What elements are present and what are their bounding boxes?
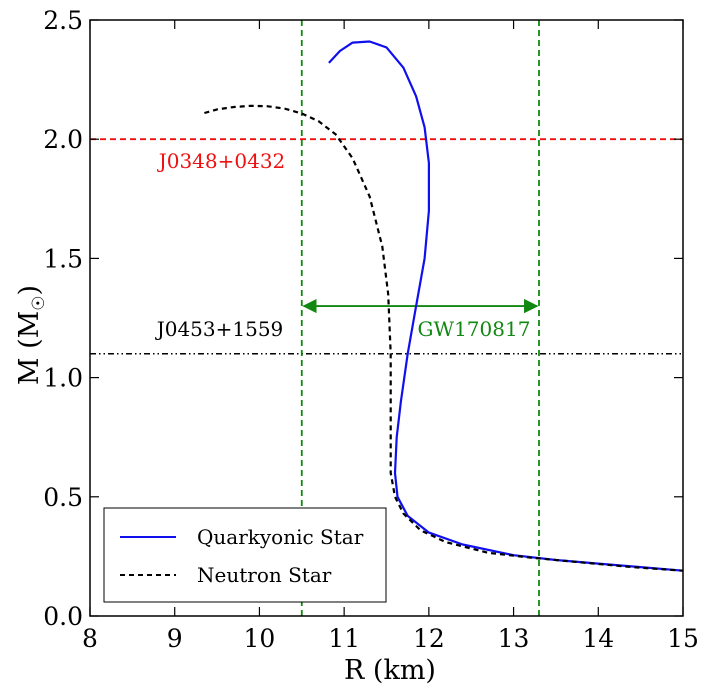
- legend: Quarkyonic Star Neutron Star: [103, 507, 387, 603]
- annotation-gw170817: GW170817: [418, 317, 531, 341]
- legend-label-neutron: Neutron Star: [197, 563, 332, 587]
- y-tick-label: 2.0: [43, 125, 83, 154]
- y-axis-title: M (M☉): [14, 285, 49, 385]
- annotation-j0348: J0348+0432: [157, 149, 286, 173]
- tick-marks: [89, 19, 684, 617]
- x-tick-label: 11: [328, 624, 360, 653]
- series-layer: [204, 40, 684, 572]
- y-axis-title-sub: ☉: [29, 295, 49, 310]
- y-axis-title-main: M (M: [14, 311, 45, 385]
- reference-lines: [90, 20, 683, 616]
- y-tick-label: 0.5: [43, 483, 83, 512]
- x-axis-title: R (km): [344, 655, 436, 686]
- x-tick-label: 9: [167, 624, 183, 653]
- y-tick-label: 2.5: [43, 6, 83, 35]
- x-tick-label: 13: [498, 624, 530, 653]
- legend-box: [103, 507, 387, 603]
- y-tick-label: 1.5: [43, 244, 83, 273]
- plot-frame: [89, 19, 684, 617]
- x-tick-label: 14: [582, 624, 614, 653]
- x-tick-label: 10: [244, 624, 276, 653]
- annotation-j0453: J0453+1559: [155, 317, 284, 341]
- x-tick-label: 8: [82, 624, 98, 653]
- series-line-neutron: [204, 104, 684, 572]
- x-tick-label: 12: [413, 624, 445, 653]
- x-tick-label: 15: [667, 624, 699, 653]
- y-tick-label: 1.0: [43, 364, 83, 393]
- y-tick-label: 0.0: [43, 602, 83, 631]
- y-axis-title-close: ): [14, 285, 45, 296]
- legend-label-quarkyonic: Quarkyonic Star: [197, 525, 364, 549]
